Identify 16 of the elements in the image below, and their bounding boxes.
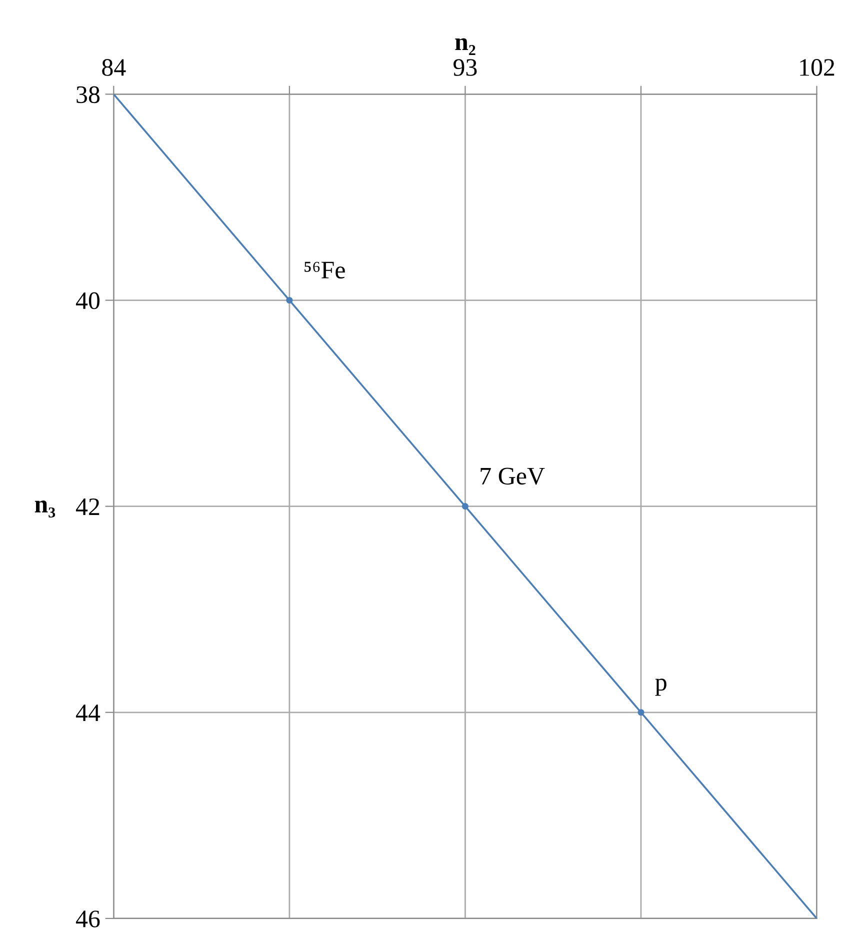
annotation: ⁵⁶Fe (304, 262, 345, 279)
y-tick-label: 44 (76, 704, 100, 722)
point (462, 503, 468, 510)
x-axis-title: n₂ (455, 38, 476, 55)
x-tick-label: 93 (454, 59, 477, 76)
x-tick-label: 102 (800, 59, 834, 76)
y-tick-label: 38 (76, 86, 100, 104)
point (638, 709, 644, 716)
x-tick-label: 84 (102, 59, 126, 76)
y-tick-label: 42 (76, 498, 100, 515)
y-tick-label: 46 (76, 910, 100, 928)
annotation: 7 GeV (480, 468, 545, 485)
annotation: p (655, 678, 666, 696)
y-axis-title: n₃ (34, 500, 56, 518)
point (286, 296, 293, 304)
y-tick-label: 40 (76, 292, 100, 310)
